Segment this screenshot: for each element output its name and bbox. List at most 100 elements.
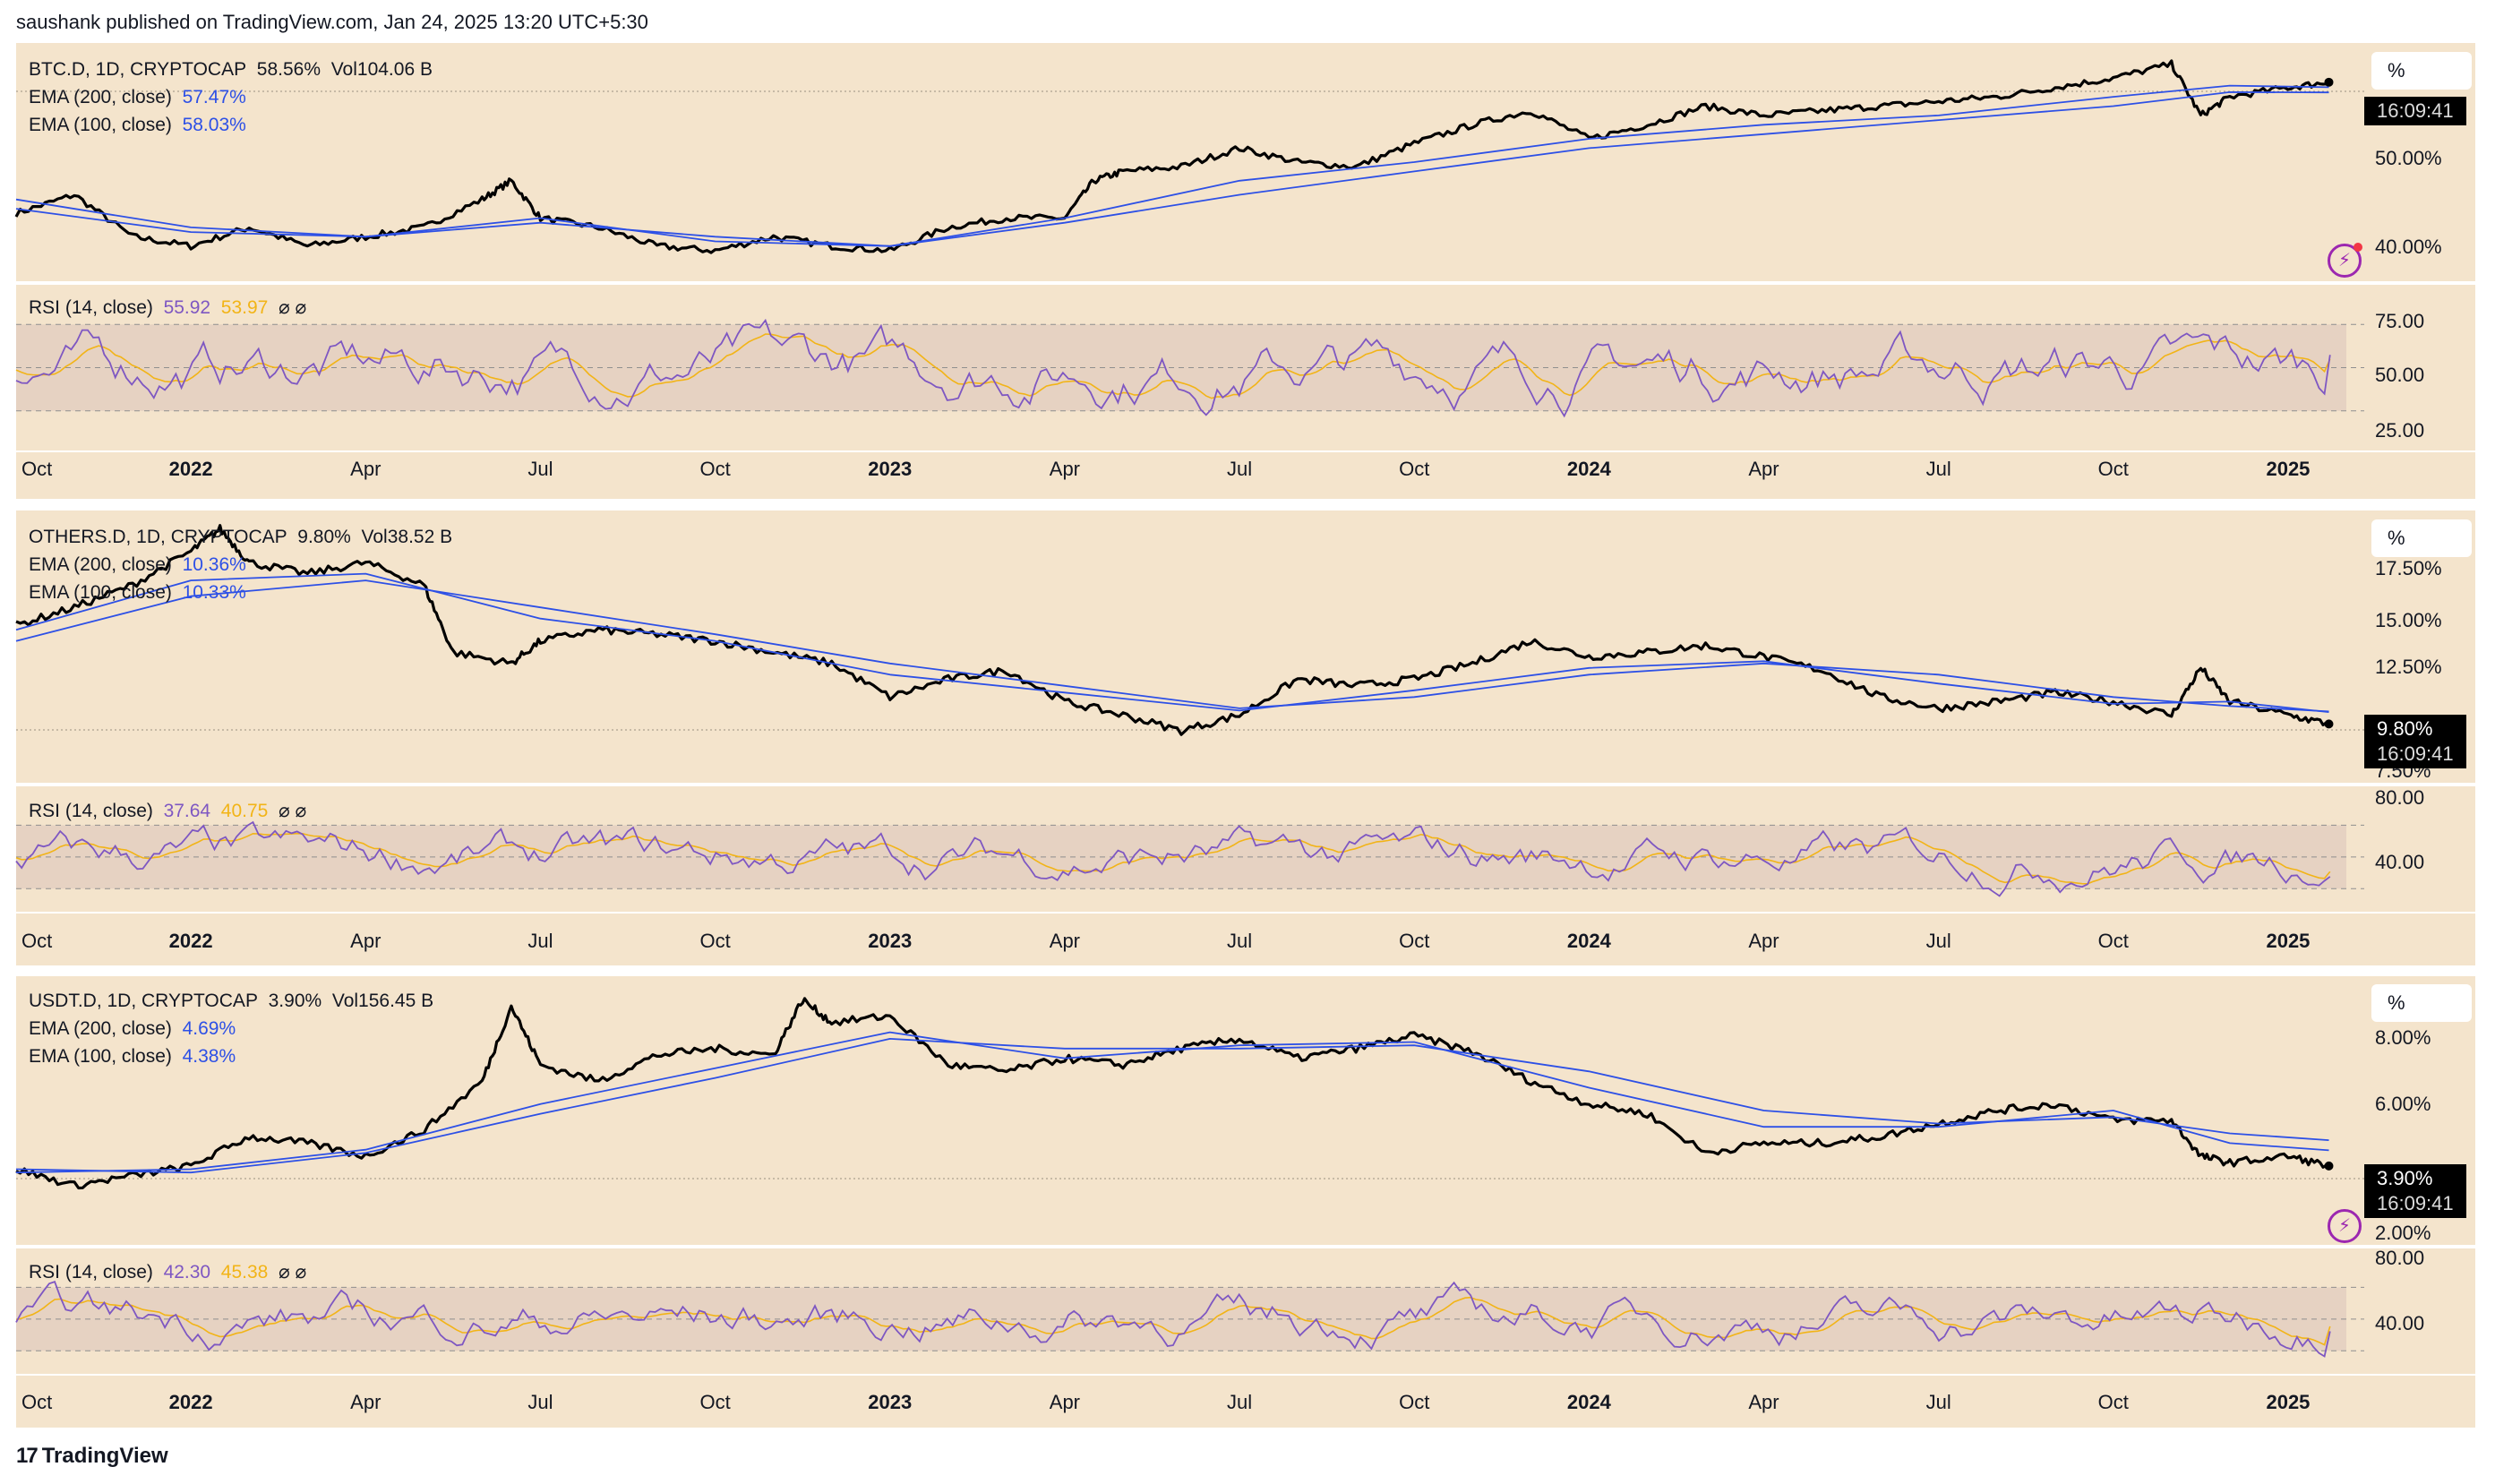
usdt-rsi-label: RSI (14, close) [29,1262,153,1282]
btc-x-tick: Apr [1748,458,1779,480]
others-x-tick: 2025 [2266,930,2310,952]
others-x-tick: 2022 [169,930,213,952]
others-series-price-line [15,524,2330,736]
btc-rsi-value: 55.92 [163,297,211,318]
btc-x-tick: Apr [1050,458,1080,480]
btc-countdown: 16:09:41 [2377,99,2454,122]
usdt-lightning-icon[interactable]: ⚡ [2328,1209,2362,1243]
btc-ema100-label: EMA (100, close) [29,115,172,135]
btc-rsi-ma-value: 53.97 [220,297,269,318]
btc-series-ema100-line [15,84,2329,247]
usdt-tag-value: 3.90% [2377,1167,2433,1189]
usdt-scale-unit-button[interactable]: % [2371,984,2472,1022]
others-rsi-na-icons: ⌀ ⌀ [279,801,307,821]
others-legend: OTHERS.D, 1D, CRYPTOCAP 9.80% Vol38.52 B… [29,523,452,606]
btc-rsi-tick: 75.00 [2375,310,2424,332]
others-rsi-ma-value: 40.75 [220,801,269,821]
others-countdown: 16:09:41 [2377,742,2454,765]
others-last-point [2324,719,2334,729]
others-ema200-row[interactable]: EMA (200, close) 10.36% [29,551,452,579]
usdt-x-tick: 2022 [169,1391,213,1413]
usdt-ema100-row[interactable]: EMA (100, close) 4.38% [29,1042,433,1070]
others-x-tick: Jul [527,930,553,952]
usdt-y-tick: 2.00% [2375,1222,2431,1244]
btc-x-tick: Oct [2098,458,2129,480]
others-x-tick: Apr [1050,930,1080,952]
usdt-rsi-tick: 80.00 [2375,1247,2424,1269]
btc-last-point [2324,77,2334,87]
btc-rsi-tick: 25.00 [2375,419,2424,442]
btc-ema100-row[interactable]: EMA (100, close) 58.03% [29,111,433,139]
others-y-tick: 17.50% [2375,557,2442,579]
usdt-ema100-label: EMA (100, close) [29,1046,172,1067]
btc-rsi-na-icons: ⌀ ⌀ [279,297,307,318]
usdt-symbol[interactable]: USDT.D, 1D, CRYPTOCAP [29,991,258,1011]
others-ema100-row[interactable]: EMA (100, close) 10.33% [29,579,452,606]
usdt-last-value: 3.90% [268,991,322,1011]
btc-x-tick: 2024 [1567,458,1612,480]
usdt-y-tick: 6.00% [2375,1093,2431,1115]
btc-series-ema200-line [15,91,2329,247]
others-scale-unit-button[interactable]: % [2371,519,2472,557]
btc-x-tick: 2023 [868,458,912,480]
btc-time-axis [16,452,2475,499]
tradingview-mark-icon: 17 [16,1444,39,1468]
btc-lightning-icon[interactable]: ⚡ [2328,243,2362,278]
usdt-price-tag: 3.90% 16:09:41 [2364,1164,2466,1218]
usdt-x-tick: Oct [21,1391,52,1413]
usdt-x-tick: Oct [699,1391,730,1413]
usdt-x-tick: 2023 [868,1391,912,1413]
usdt-ema200-row[interactable]: EMA (200, close) 4.69% [29,1015,433,1042]
btc-ema200-row[interactable]: EMA (200, close) 57.47% [29,83,433,111]
tradingview-logo[interactable]: 17 TradingView [16,1444,168,1469]
others-x-tick: Jul [1926,930,1951,952]
btc-ema200-label: EMA (200, close) [29,87,172,107]
btc-ema200-value: 57.47% [182,87,246,107]
usdt-legend: USDT.D, 1D, CRYPTOCAP 3.90% Vol156.45 B … [29,987,433,1070]
notification-dot [2354,243,2362,252]
others-x-tick: 2023 [868,930,912,952]
btc-x-tick: Jul [1926,458,1951,480]
others-y-tick: 12.50% [2375,656,2442,678]
usdt-y-tick: 8.00% [2375,1026,2431,1049]
usdt-x-tick: Apr [1748,1391,1779,1413]
others-ema100-value: 10.33% [182,582,246,603]
others-rsi-legend[interactable]: RSI (14, close) 37.64 40.75 ⌀ ⌀ [29,797,306,825]
others-ema100-label: EMA (100, close) [29,582,172,603]
btc-x-tick: 2025 [2266,458,2310,480]
others-x-tick: Oct [21,930,52,952]
usdt-symbol-row: USDT.D, 1D, CRYPTOCAP 3.90% Vol156.45 B [29,987,433,1015]
btc-rsi-legend[interactable]: RSI (14, close) 55.92 53.97 ⌀ ⌀ [29,294,306,322]
usdt-series-price-line [15,997,2329,1190]
btc-x-tick: Jul [527,458,553,480]
usdt-rsi-ma-value: 45.38 [220,1262,269,1282]
usdt-rsi-legend[interactable]: RSI (14, close) 42.30 45.38 ⌀ ⌀ [29,1258,306,1286]
usdt-ema100-value: 4.38% [182,1046,236,1067]
others-last-value: 9.80% [297,527,351,547]
usdt-time-axis [16,1376,2475,1428]
others-rsi-label: RSI (14, close) [29,801,153,821]
others-ema200-value: 10.36% [182,554,246,575]
others-symbol[interactable]: OTHERS.D, 1D, CRYPTOCAP [29,527,287,547]
others-panel [16,510,2475,783]
btc-symbol[interactable]: BTC.D, 1D, CRYPTOCAP [29,59,247,80]
btc-x-tick: 2022 [169,458,213,480]
usdt-x-tick: 2025 [2266,1391,2310,1413]
btc-scale-unit-button[interactable]: % [2371,52,2472,90]
btc-x-tick: Jul [1227,458,1252,480]
btc-last-value: 58.56% [256,59,322,80]
others-x-tick: 2024 [1567,930,1612,952]
publish-header: saushank published on TradingView.com, J… [16,11,648,33]
usdt-panel [16,976,2475,1245]
others-tag-value: 9.80% [2377,717,2433,740]
others-symbol-row: OTHERS.D, 1D, CRYPTOCAP 9.80% Vol38.52 B [29,523,452,551]
others-price-tag: 9.80% 16:09:41 [2364,715,2466,768]
btc-x-tick: Oct [21,458,52,480]
usdt-last-point [2324,1161,2334,1171]
usdt-x-tick: Jul [1926,1391,1951,1413]
usdt-volume: Vol156.45 B [331,991,434,1011]
btc-symbol-row: BTC.D, 1D, CRYPTOCAP 58.56% Vol104.06 B [29,56,433,83]
others-ema200-label: EMA (200, close) [29,554,172,575]
others-rsi-tick: 40.00 [2375,851,2424,873]
